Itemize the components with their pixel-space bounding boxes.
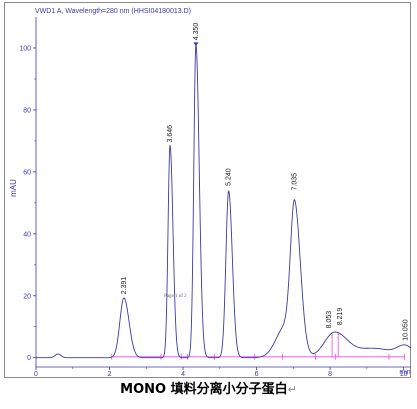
page-annotation: Page 1 of 2 [164, 294, 187, 299]
peak-label-layer: 2.391 3.646 4.350 5.240 7.035 8.053 8.219 10.05… [121, 23, 410, 341]
y-axis-label: mAU [9, 179, 18, 197]
y-tick-label: 80 [23, 107, 31, 114]
y-tick-label: 20 [23, 293, 31, 300]
y-tick-label: 0 [27, 355, 31, 362]
chromatogram-frame: VWD1 A, Wavelength=280 nm (HHSI04180013.… [4, 2, 412, 378]
peak-label: 10.050 [403, 319, 410, 341]
axes: 0 20 40 60 80 100 0 2 4 6 8 10 [19, 17, 411, 378]
x-tick-label: 8 [328, 371, 332, 378]
peak-label: 5.240 [226, 168, 233, 186]
x-tick-label: 0 [34, 371, 38, 378]
return-mark: ↵ [287, 383, 297, 396]
caption-text: MONO 填料分离小分子蛋白 [120, 382, 288, 397]
x-tick-label: 2 [108, 371, 112, 378]
peak-label: 8.219 [337, 308, 344, 326]
y-tick-label: 60 [23, 169, 31, 176]
peak-label: 7.035 [292, 173, 299, 191]
x-tick-label: 4 [181, 371, 185, 378]
chart-title: VWD1 A, Wavelength=280 nm (HHSI04180013.… [35, 8, 191, 15]
x-tick-label: 10 [400, 371, 408, 378]
chromatogram-chart: VWD1 A, Wavelength=280 nm (HHSI04180013.… [9, 8, 412, 378]
peak-label: 3.646 [167, 125, 174, 143]
y-tick-label: 40 [23, 231, 31, 238]
figure-caption: MONO 填料分离小分子蛋白↵ [0, 380, 417, 400]
trace-layer [36, 43, 412, 359]
chromatogram-trace [36, 43, 412, 359]
peak-label: 2.391 [121, 277, 128, 295]
peak-label: 8.053 [326, 311, 333, 329]
peak-label: 4.350 [193, 23, 200, 41]
x-tick-label: 6 [255, 371, 259, 378]
x-axis-label: min [399, 369, 410, 376]
baseline-layer [111, 332, 405, 360]
peak-top-marker [193, 42, 199, 47]
y-tick-label: 100 [19, 45, 31, 52]
